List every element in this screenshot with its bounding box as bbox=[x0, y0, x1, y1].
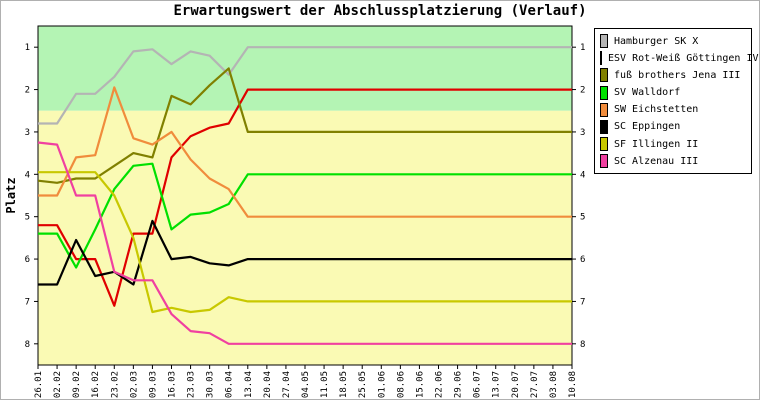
y-tick-label-right: 2 bbox=[580, 86, 585, 96]
legend-item: ESV Rot-Weiß Göttingen IV bbox=[600, 50, 759, 66]
series-line-6 bbox=[38, 171, 572, 314]
legend-label-2: fuß brothers Jena III bbox=[614, 69, 741, 81]
x-tick-label: 23.02 bbox=[110, 371, 120, 398]
legend-label-1: ESV Rot-Weiß Göttingen IV bbox=[608, 52, 759, 64]
x-tick-label: 01.06 bbox=[377, 371, 387, 398]
series-line-5 bbox=[38, 219, 572, 286]
x-tick-label: 27.04 bbox=[282, 371, 292, 398]
x-tick-label: 03.08 bbox=[549, 371, 559, 398]
legend-item: SC Eppingen bbox=[600, 119, 751, 135]
legend-swatch-5 bbox=[600, 119, 608, 134]
x-tick-label: 09.03 bbox=[148, 371, 158, 398]
legend: Hamburger SK X ESV Rot-Weiß Göttingen IV… bbox=[594, 28, 759, 174]
legend-label-3: SV Walldorf bbox=[614, 87, 681, 99]
legend-swatch-0 bbox=[600, 34, 608, 48]
x-tick-label: 25.05 bbox=[358, 371, 368, 398]
legend-swatch-7 bbox=[600, 154, 608, 169]
legend-swatch-6 bbox=[600, 137, 608, 152]
chart-title: Erwartungswert der Abschlussplatzierung … bbox=[173, 3, 587, 19]
y-tick-label-right: 7 bbox=[580, 297, 585, 307]
x-tick-label: 08.06 bbox=[396, 371, 406, 398]
y-tick-label-right: 3 bbox=[580, 128, 585, 138]
x-tick-label: 13.07 bbox=[492, 371, 502, 398]
legend-label-4: SW Eichstetten bbox=[614, 104, 699, 116]
x-tick-label: 22.06 bbox=[435, 371, 445, 398]
x-tick-label: 11.05 bbox=[320, 371, 330, 398]
series-line-3 bbox=[38, 162, 572, 269]
x-tick-label: 04.05 bbox=[301, 371, 311, 398]
y-tick-label-right: 1 bbox=[580, 43, 585, 53]
series-line-2 bbox=[37, 67, 572, 184]
y-tick-label-left: 2 bbox=[25, 86, 30, 96]
legend-swatch-1 bbox=[600, 51, 602, 66]
x-tick-label: 30.03 bbox=[206, 371, 216, 398]
y-tick-label-left: 8 bbox=[25, 340, 30, 350]
y-tick-label-right: 8 bbox=[580, 340, 585, 350]
y-axis-label: Platz bbox=[4, 177, 18, 213]
legend-item: SW Eichstetten bbox=[600, 102, 751, 118]
y-tick-label-left: 3 bbox=[25, 128, 30, 138]
x-tick-label: 26.01 bbox=[34, 371, 44, 398]
x-tick-label: 20.07 bbox=[511, 371, 521, 398]
x-tick-label: 02.02 bbox=[53, 371, 63, 398]
x-tick-label: 27.07 bbox=[530, 371, 540, 398]
x-tick-label: 16.02 bbox=[91, 371, 101, 398]
x-tick-label: 18.05 bbox=[339, 371, 349, 398]
legend-label-7: SC Alzenau III bbox=[614, 155, 699, 167]
x-tick-label: 23.03 bbox=[187, 371, 197, 398]
series-line-0 bbox=[38, 46, 572, 125]
x-tick-label: 13.04 bbox=[244, 371, 254, 398]
x-tick-label: 20.04 bbox=[263, 371, 273, 398]
legend-swatch-4 bbox=[600, 102, 608, 117]
y-tick-label-left: 4 bbox=[25, 170, 30, 180]
x-tick-label: 06.07 bbox=[473, 371, 483, 398]
series-line-4 bbox=[38, 86, 572, 218]
legend-item: SC Alzenau III bbox=[600, 153, 751, 169]
y-tick-label-right: 6 bbox=[580, 255, 585, 265]
x-tick-label: 09.02 bbox=[72, 371, 82, 398]
y-tick-label-left: 5 bbox=[25, 213, 30, 223]
series-line-1 bbox=[38, 88, 572, 307]
legend-label-0: Hamburger SK X bbox=[614, 35, 699, 47]
x-tick-label: 06.04 bbox=[225, 371, 235, 398]
y-tick-label-right: 5 bbox=[580, 213, 585, 223]
x-tick-label: 29.06 bbox=[454, 371, 464, 398]
x-tick-label: 02.03 bbox=[129, 371, 139, 398]
series-line-7 bbox=[37, 141, 572, 345]
band-1 bbox=[38, 110, 572, 365]
y-tick-label-left: 6 bbox=[25, 255, 30, 265]
legend-label-6: SF Illingen II bbox=[614, 138, 699, 150]
legend-swatch-3 bbox=[600, 85, 608, 100]
legend-swatch-2 bbox=[600, 68, 608, 83]
x-tick-label: 10.08 bbox=[568, 371, 578, 398]
legend-item: Hamburger SK X bbox=[600, 33, 751, 49]
y-tick-label-left: 1 bbox=[25, 43, 30, 53]
legend-label-5: SC Eppingen bbox=[614, 121, 681, 133]
band-0 bbox=[38, 26, 572, 111]
x-tick-label: 15.06 bbox=[415, 371, 425, 398]
x-tick-label: 16.03 bbox=[168, 371, 178, 398]
legend-item: SV Walldorf bbox=[600, 85, 751, 101]
y-tick-label-left: 7 bbox=[25, 297, 30, 307]
legend-item: SF Illingen II bbox=[600, 136, 751, 152]
legend-item: fuß brothers Jena III bbox=[600, 67, 751, 83]
y-tick-label-right: 4 bbox=[580, 170, 585, 180]
